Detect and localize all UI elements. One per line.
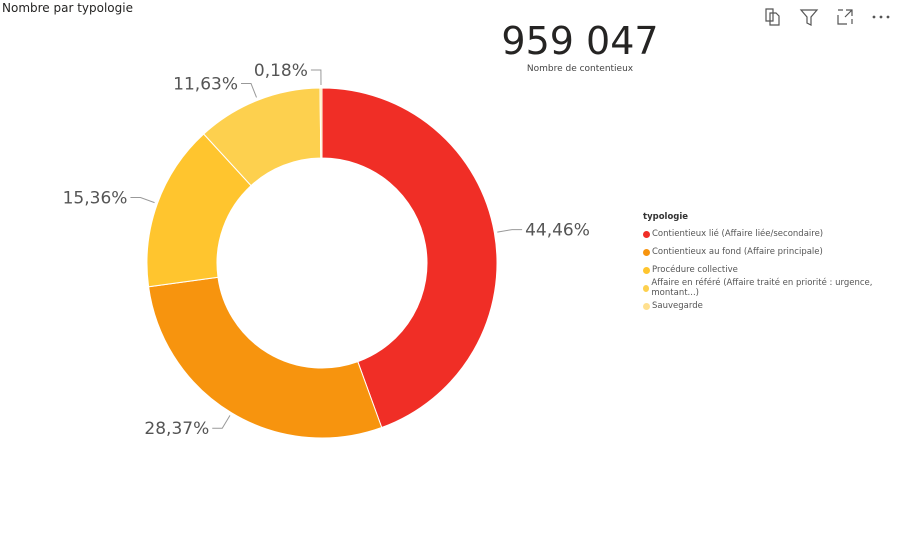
data-label: 28,37% [144, 419, 209, 439]
donut-slice[interactable] [321, 87, 498, 429]
legend-marker [643, 266, 650, 274]
filter-icon[interactable] [798, 6, 820, 28]
leader-line [310, 69, 322, 86]
legend-item[interactable]: Affaire en référé (Affaire traité en pri… [643, 278, 900, 298]
leader-line [241, 83, 257, 98]
legend-marker [643, 248, 650, 256]
legend-label: Sauvegarde [652, 301, 703, 311]
legend-item[interactable]: Contientieux lié (Affaire liée/secondair… [643, 225, 900, 243]
legend-title: typologie [643, 212, 689, 222]
expand-icon[interactable] [834, 6, 856, 28]
kpi-value: 959 047 [501, 19, 659, 63]
data-label: 0,18% [254, 61, 308, 81]
legend: typologie Contientieux lié (Affaire liée… [643, 212, 900, 315]
legend-marker [643, 284, 650, 292]
copy-icon[interactable] [762, 6, 784, 28]
legend-label: Procédure collective [652, 265, 738, 275]
leader-line [130, 197, 155, 204]
leader-line [212, 415, 231, 429]
leader-line [497, 229, 523, 233]
donut-slice[interactable] [319, 87, 323, 159]
legend-label: Contientieux au fond (Affaire principale… [652, 247, 823, 257]
data-label: 15,36% [63, 189, 128, 209]
legend-label: Affaire en référé (Affaire traité en pri… [651, 278, 873, 298]
data-label: 44,46% [525, 221, 590, 241]
visual-title: Nombre par typologie [2, 1, 133, 15]
more-icon[interactable] [870, 6, 892, 28]
kpi-label: Nombre de contentieux [526, 64, 634, 74]
legend-item[interactable]: Procédure collective [643, 261, 900, 279]
legend-item[interactable]: Contientieux au fond (Affaire principale… [643, 243, 900, 261]
legend-item[interactable]: Sauvegarde [643, 297, 900, 315]
legend-label: Contientieux lié (Affaire liée/secondair… [652, 229, 824, 239]
legend-marker [643, 230, 650, 238]
kpi-card: 959 047 Nombre de contentieux [480, 18, 680, 74]
donut-slice[interactable] [148, 276, 383, 439]
data-label: 11,63% [173, 75, 238, 95]
legend-marker [643, 302, 650, 310]
